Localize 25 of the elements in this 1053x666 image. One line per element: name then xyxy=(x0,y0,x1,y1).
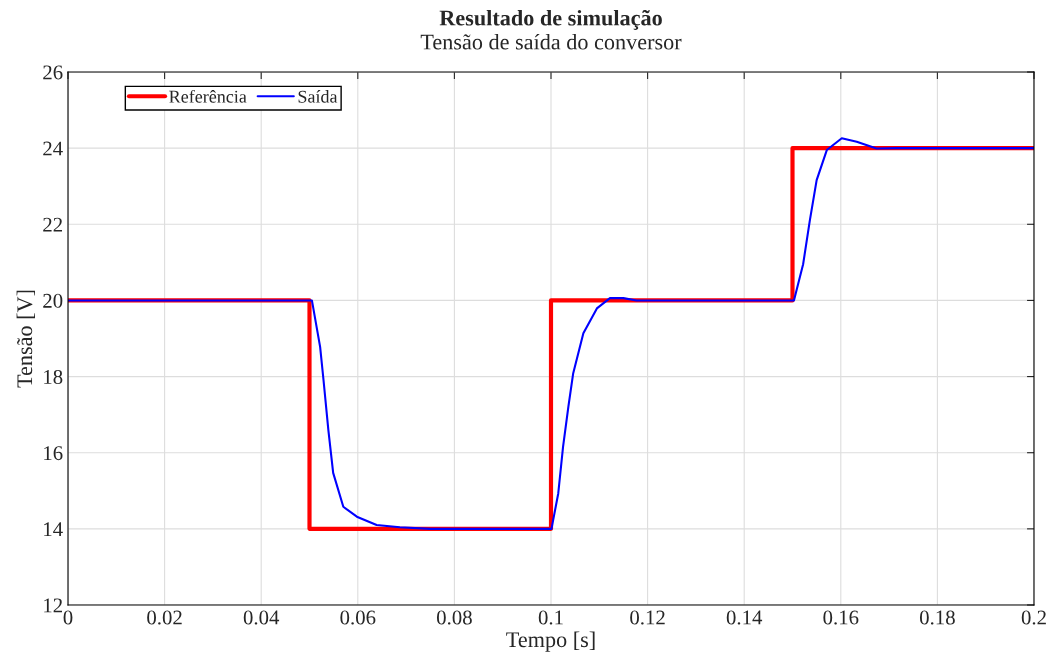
x-tick-label: 0.14 xyxy=(726,610,763,625)
y-axis-title: Tensão [V] xyxy=(16,290,35,388)
x-tick-label: 0.18 xyxy=(919,610,955,625)
x-tick-label: 0.1 xyxy=(538,610,563,625)
chart-subtitle: Tensão de saída do conversor xyxy=(420,33,682,50)
y-tick-label: 16 xyxy=(44,446,63,461)
x-tick-label: 0.08 xyxy=(436,610,472,625)
legend-label: Saída xyxy=(298,90,338,103)
y-tick-label: 26 xyxy=(43,65,63,80)
chart-title: Resultado de simulação xyxy=(439,9,662,30)
x-tick-label: 0.16 xyxy=(823,610,859,625)
x-tick-label: 0.06 xyxy=(340,610,376,625)
x-tick-label: 0.02 xyxy=(147,610,182,625)
y-tick-label: 24 xyxy=(43,141,63,156)
legend-label: Referência xyxy=(169,89,247,103)
x-axis-title: Tempo [s] xyxy=(506,631,595,652)
x-tick-label: 0.2 xyxy=(1021,610,1046,625)
y-tick-label: 22 xyxy=(43,217,62,232)
y-tick-label: 20 xyxy=(43,293,63,308)
x-tick-label: 0.12 xyxy=(630,610,665,625)
y-tick-label: 18 xyxy=(44,369,63,384)
y-tick-label: 12 xyxy=(44,598,62,613)
x-tick-label: 0.04 xyxy=(243,610,280,625)
x-tick-label: 0 xyxy=(63,610,73,625)
y-tick-label: 14 xyxy=(44,522,63,537)
